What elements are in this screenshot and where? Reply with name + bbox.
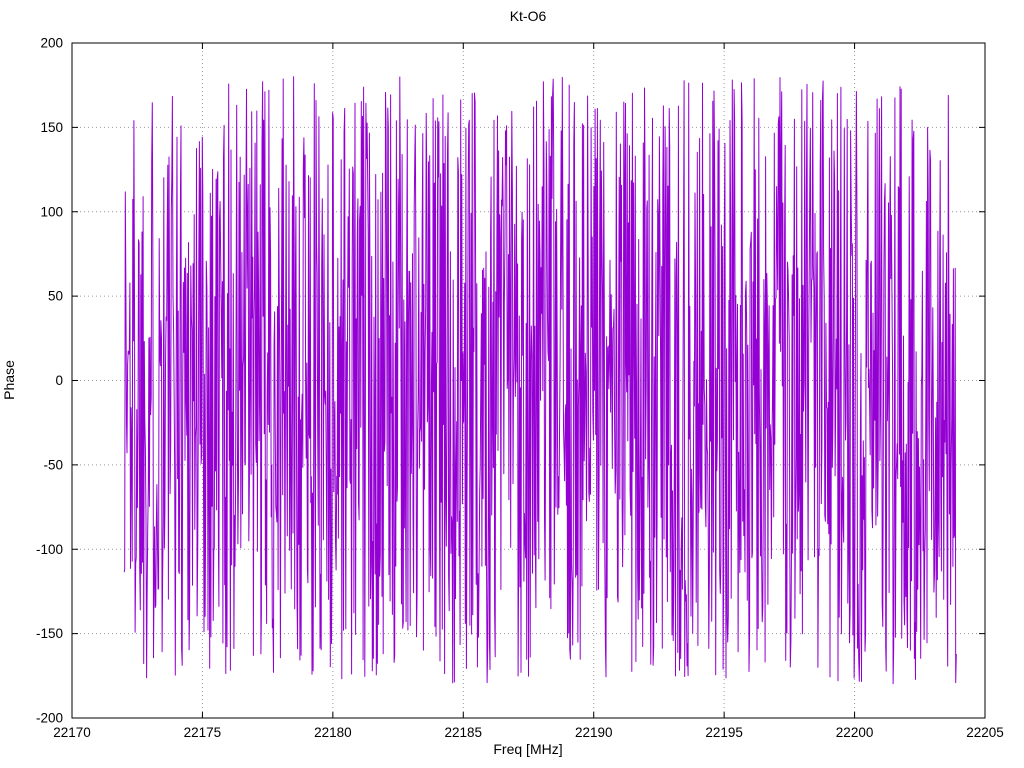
x-tick-label: 22180: [314, 725, 352, 740]
x-axis-label: Freq [MHz]: [493, 741, 562, 757]
x-tick-label: 22185: [445, 725, 483, 740]
y-tick-label: 200: [40, 36, 63, 51]
y-tick-label: -200: [36, 711, 63, 726]
chart-title: Kt-O6: [510, 8, 547, 24]
y-tick-label: 50: [48, 289, 63, 304]
x-tick-label: 22175: [184, 725, 222, 740]
series-layer: [123, 76, 957, 685]
tick-label-layer: 22170 22175 22180 22185 22190 22195 22200 22205…: [36, 36, 1004, 741]
x-tick-label: 22200: [836, 725, 874, 740]
y-axis-label: Phase: [1, 360, 17, 400]
x-tick-label: 22195: [705, 725, 743, 740]
data-series-phase: [123, 76, 957, 685]
y-tick-label: 100: [40, 204, 63, 219]
y-tick-label: 0: [55, 373, 63, 388]
plot-border: [71, 42, 986, 719]
y-tick-label: -100: [36, 542, 63, 557]
y-tick-label: 150: [40, 120, 63, 135]
y-tick-label: -50: [43, 457, 63, 472]
y-tick-label: -150: [36, 626, 63, 641]
x-tick-label: 22205: [966, 725, 1004, 740]
x-tick-label: 22170: [53, 725, 91, 740]
x-tick-label: 22190: [575, 725, 613, 740]
